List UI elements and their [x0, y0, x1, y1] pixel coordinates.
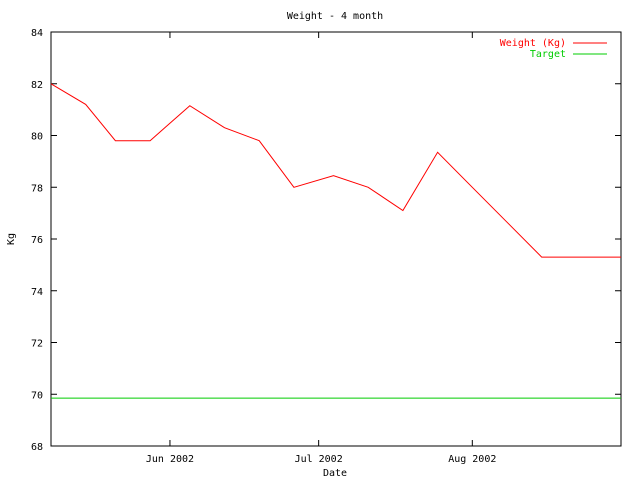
x-tick-label: Jun 2002 — [146, 454, 194, 465]
y-tick-label: 78 — [31, 183, 43, 194]
x-axis-ticks: Jun 2002 Jul 2002 Aug 2002 — [146, 32, 496, 465]
y-tick-label: 82 — [31, 80, 43, 91]
x-tick-label: Aug 2002 — [448, 454, 496, 465]
x-axis-label: Date — [323, 468, 347, 479]
y-tick-label: 70 — [31, 390, 43, 401]
legend: Weight (Kg)Target — [500, 38, 607, 60]
y-axis-ticks: 68 70 72 74 76 78 80 82 84 — [31, 28, 621, 453]
y-axis-label: Kg — [6, 233, 17, 245]
y-tick-label: 72 — [31, 339, 43, 350]
y-tick-label: 80 — [31, 132, 43, 143]
series-layer — [50, 83, 621, 399]
y-tick-label: 84 — [31, 28, 43, 39]
y-tick-label: 74 — [31, 287, 43, 298]
y-tick-label: 68 — [31, 442, 43, 453]
plot-frame — [50, 31, 622, 447]
legend-label: Weight (Kg) — [500, 38, 566, 49]
x-tick-label: Jul 2002 — [295, 454, 343, 465]
y-tick-label: 76 — [31, 235, 43, 246]
legend-label: Target — [530, 49, 566, 60]
series-line-0 — [50, 83, 621, 258]
chart-title: Weight - 4 month — [287, 11, 383, 22]
